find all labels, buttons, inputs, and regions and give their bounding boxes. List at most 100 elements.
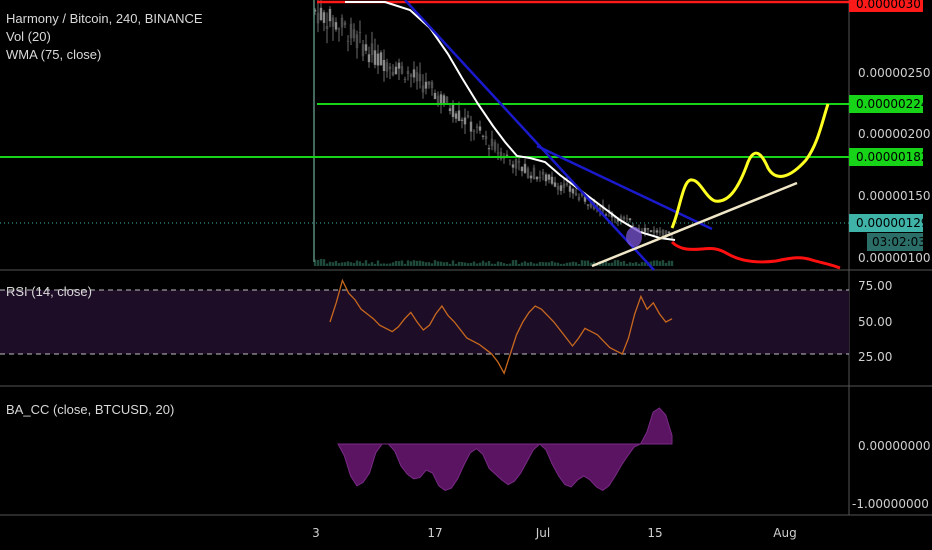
volume-bar: [613, 260, 617, 266]
candle-body: [622, 217, 626, 220]
volume-bar: [442, 262, 446, 266]
candle-body: [343, 22, 347, 25]
rsi-legend[interactable]: RSI (14, close): [6, 284, 92, 299]
candle-body: [487, 148, 491, 150]
candle-body: [325, 25, 329, 30]
ba-cc-pane[interactable]: 0.00000000 -1.00000000: [337, 407, 931, 511]
ba-cc-legend[interactable]: BA_CC (close, BTCUSD, 20): [6, 402, 175, 417]
candle-body: [667, 231, 671, 234]
ascending-support-line[interactable]: [591, 181, 798, 268]
volume-bar: [523, 261, 527, 266]
volume-bar: [439, 261, 443, 266]
candle-body: [577, 196, 581, 201]
volume-bar: [664, 262, 668, 266]
volume-bar: [583, 260, 587, 266]
wma-legend[interactable]: WMA (75, close): [6, 47, 102, 62]
volume-bar: [433, 260, 437, 266]
time-tick-3: 3: [312, 526, 320, 540]
candle-body: [517, 161, 521, 163]
volume-bar: [358, 261, 362, 266]
volume-bar: [622, 260, 626, 266]
svg-text:0.00000129: 0.00000129: [856, 216, 929, 230]
volume-bar: [496, 261, 500, 266]
volume-bar: [340, 262, 344, 266]
candle-body: [565, 183, 569, 186]
volume-bar: [367, 263, 371, 266]
candle-body: [529, 175, 533, 179]
volume-bar: [478, 262, 482, 266]
candle-body: [373, 50, 377, 65]
volume-bar: [610, 262, 614, 266]
volume-bar: [526, 262, 530, 266]
candle-body: [454, 113, 458, 119]
rsi-line[interactable]: [329, 278, 673, 375]
candlesticks: [313, 0, 674, 262]
price-pane[interactable]: 0.00000250 0.00000200 0.00000150 0.00000…: [0, 0, 931, 271]
candle-body: [406, 70, 410, 75]
volume-bar: [388, 263, 392, 266]
descending-trendline-upper[interactable]: [404, 0, 655, 271]
bullish-projection-path[interactable]: [670, 103, 830, 229]
candle-body: [520, 166, 524, 172]
candle-body: [349, 23, 353, 39]
candle-body: [535, 176, 539, 180]
candle-body: [499, 151, 503, 160]
volume-bar: [373, 263, 377, 266]
volume-bar: [316, 259, 320, 266]
candle-body: [469, 121, 473, 132]
candle-body: [652, 229, 656, 233]
candle-body: [445, 96, 449, 103]
volume-bar: [457, 261, 461, 266]
rsi-tick-75: 75.00: [858, 279, 892, 293]
candle-body: [493, 141, 497, 151]
volume-bar: [325, 263, 329, 266]
volume-bar: [430, 263, 434, 266]
volume-bar: [532, 263, 536, 266]
volume-bar: [658, 261, 662, 266]
volume-bar: [499, 262, 503, 266]
candle-body: [463, 117, 467, 125]
candle-body: [421, 85, 425, 93]
candle-body: [604, 214, 608, 216]
volume-bar: [382, 263, 386, 266]
symbol-title[interactable]: Harmony / Bitcoin, 240, BINANCE: [6, 11, 203, 26]
candle-body: [532, 167, 536, 179]
volume-bar: [427, 262, 431, 266]
volume-bar: [460, 262, 464, 266]
volume-bar: [328, 261, 332, 266]
time-axis[interactable]: 3 17 Jul 15 Aug: [312, 526, 797, 540]
volume-bar: [562, 263, 566, 266]
candle-body: [388, 66, 392, 70]
volume-bar: [541, 262, 545, 266]
candle-body: [370, 43, 374, 56]
ba-cc-area[interactable]: [337, 407, 673, 491]
candle-body: [451, 104, 455, 117]
rsi-pane[interactable]: 75.00 50.00 25.00: [0, 278, 892, 375]
svg-text:0.00000307: 0.00000307: [856, 0, 929, 11]
volume-bar: [670, 260, 674, 266]
volume-bar: [661, 260, 665, 266]
descending-trendline-lower[interactable]: [536, 144, 713, 231]
volume-legend[interactable]: Vol (20): [6, 29, 51, 44]
candle-body: [337, 28, 341, 30]
candle-body: [355, 34, 359, 49]
candle-body: [502, 157, 506, 159]
bearish-projection-path[interactable]: [670, 240, 841, 270]
volume-bar: [364, 260, 368, 266]
candle-body: [553, 182, 557, 187]
candle-body: [409, 74, 413, 77]
volume-bar: [448, 263, 452, 266]
volume-bar: [319, 259, 323, 266]
price-tick-150: 0.00000150: [858, 189, 931, 203]
breakout-marker: [626, 227, 642, 247]
candle-body: [523, 163, 527, 173]
volume-bar: [352, 263, 356, 266]
volume-bar: [586, 260, 590, 266]
volume-bar: [628, 262, 632, 266]
volume-bar: [631, 263, 635, 266]
candle-body: [580, 191, 584, 196]
candle-body: [316, 12, 320, 24]
candle-body: [661, 229, 665, 237]
candle-body: [322, 12, 326, 23]
